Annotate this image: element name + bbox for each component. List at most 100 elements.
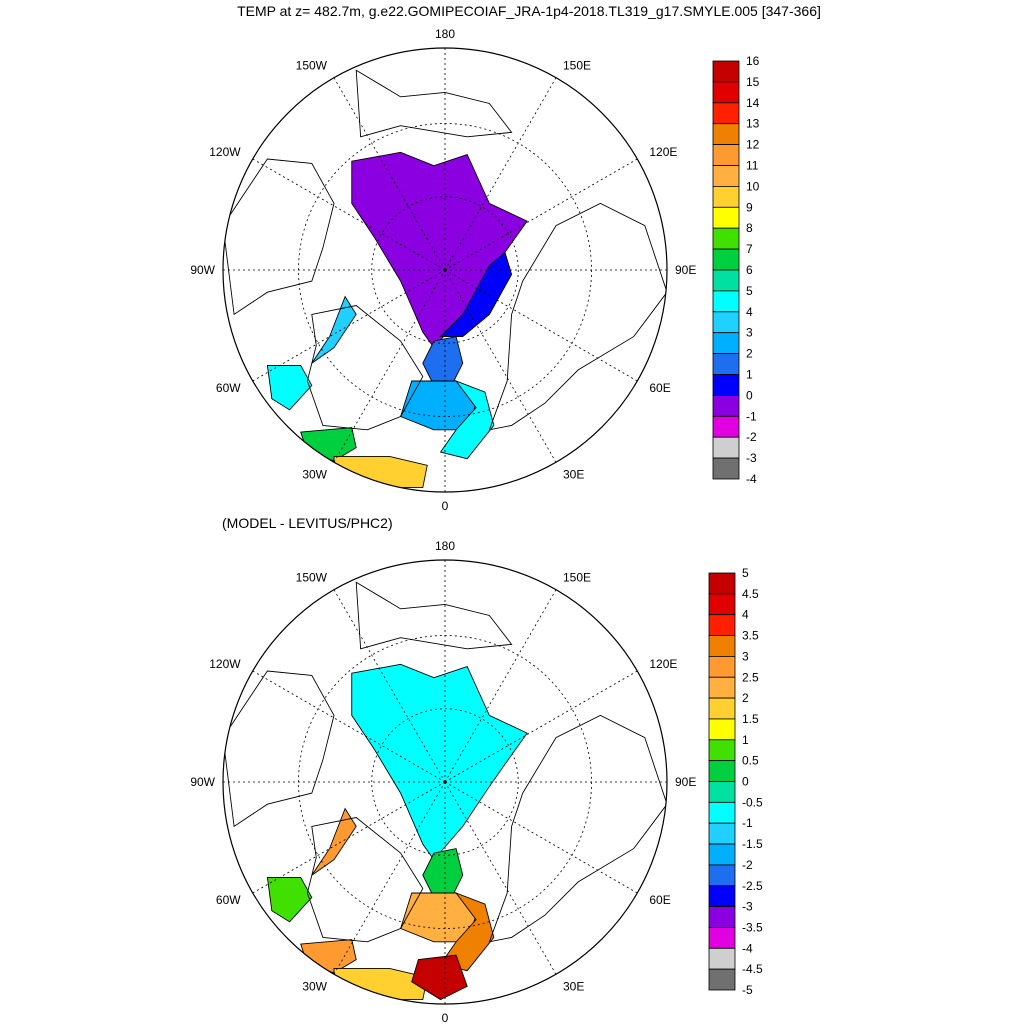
colorbar-tick-label: 7 [746, 242, 753, 256]
colorbar-swatch [712, 415, 740, 438]
colorbar-tick-label: 3 [742, 649, 749, 663]
coastline [223, 670, 335, 828]
longitude-label: 120E [649, 145, 677, 159]
colorbar-tick-label: 3.5 [742, 629, 759, 643]
colorbar-tick-label: 9 [746, 200, 753, 214]
region-fram-strait [422, 848, 464, 894]
longitude-label: 60W [216, 893, 241, 907]
colorbar-tick-label: -5 [742, 983, 753, 997]
meridian-line [444, 158, 638, 271]
coastline [355, 69, 513, 138]
longitude-label: 150E [563, 59, 591, 73]
region-central-arctic [351, 151, 528, 349]
colorbar-swatch [708, 968, 736, 991]
map-boundary [222, 47, 668, 493]
colorbar-swatch [708, 801, 736, 824]
colorbar-tick-label: 5 [746, 284, 753, 298]
meridian-line [444, 269, 638, 382]
colorbar-tick-label: 3 [746, 326, 753, 340]
longitude-label: 150E [563, 571, 591, 585]
colorbar-tick-label: 1.5 [742, 712, 759, 726]
ocean-regions [266, 663, 528, 1001]
longitude-label: 30W [302, 979, 327, 993]
meridian-line [333, 269, 446, 463]
colorbar-swatch [708, 864, 736, 887]
colorbar-swatch [712, 269, 740, 292]
colorbar-swatch [712, 227, 740, 250]
colorbar-swatch [708, 718, 736, 741]
region-baffin-bay [311, 295, 357, 364]
colorbar-tick-label: 15 [746, 75, 760, 89]
colorbar-tick-label: 0 [742, 775, 749, 789]
longitude-label: 60E [649, 381, 670, 395]
colorbar-tick-label: 2.5 [742, 670, 759, 684]
colorbar-swatch [708, 635, 736, 657]
colorbar-swatch [712, 394, 740, 417]
colorbar-swatch [712, 311, 740, 334]
region-labrador-sea [266, 877, 313, 923]
colorbar-swatch [712, 123, 740, 145]
longitude-label: 90W [190, 775, 215, 789]
colorbar-swatch [708, 739, 736, 762]
colorbar-tick-label: -3.5 [742, 920, 763, 934]
coastline [355, 581, 513, 650]
colorbar-swatch [708, 572, 736, 595]
colorbar-tick-label: 1 [742, 733, 749, 747]
longitude-label: 30W [302, 467, 327, 481]
longitude-label: 120W [209, 145, 241, 159]
colorbar-tick-label: -2 [742, 858, 753, 872]
colorbar-swatch [712, 248, 740, 271]
region-baffin-bay [311, 807, 357, 876]
colorbar-swatch [712, 165, 740, 187]
colorbar-tick-label: -1 [746, 409, 757, 423]
colorbar-tick-label: -3 [746, 451, 757, 465]
coastline [223, 158, 335, 316]
colorbar-swatch [712, 457, 740, 480]
latitude-circle [371, 708, 519, 856]
ocean-regions [266, 151, 528, 489]
colorbar-tick-label: -0.5 [742, 795, 763, 809]
region-labrador-sea [266, 365, 313, 411]
colorbar-swatch [712, 374, 740, 396]
longitude-label: 90E [675, 775, 696, 789]
longitude-label: 30E [563, 979, 584, 993]
meridian-line [333, 589, 446, 783]
colorbar-swatch [708, 843, 736, 866]
colorbar-swatch [712, 81, 740, 104]
colorbar-tick-label: 1 [746, 368, 753, 382]
coastline [488, 714, 667, 943]
colorbar-tick-label: 11 [746, 159, 759, 173]
colorbar-swatch [708, 656, 736, 678]
colorbar-tick-label: 4 [746, 305, 753, 319]
colorbar-tick-label: -3 [742, 900, 753, 914]
meridian-line [333, 77, 446, 271]
longitude-label: 60W [216, 381, 241, 395]
coastlines [223, 69, 667, 431]
longitude-label: 150W [296, 571, 328, 585]
colorbar-tick-label: 10 [746, 179, 760, 193]
meridian-line [444, 670, 638, 783]
coastline [306, 817, 424, 943]
colorbar-swatch [712, 353, 740, 375]
longitude-label: 120E [649, 657, 677, 671]
colorbar-tick-label: 4 [742, 608, 749, 622]
colorbar-tick-label: 6 [746, 263, 753, 277]
panel-subtitle: (MODEL - LEVITUS/PHC2) [222, 515, 393, 531]
colorbar-tick-label: 5 [742, 566, 749, 580]
colorbar-swatch [712, 185, 740, 208]
colorbar-tick-label: 2 [746, 347, 753, 361]
colorbar-swatch [712, 206, 740, 229]
meridian-line [333, 781, 446, 975]
meridian-line [444, 781, 557, 975]
coastlines [223, 581, 667, 943]
colorbar-tick-label: 4.5 [742, 587, 759, 601]
colorbar-swatch [708, 906, 736, 928]
colorbar-tick-label: 12 [746, 138, 760, 152]
colorbar-swatch [712, 436, 740, 459]
longitude-label: 0 [442, 1011, 449, 1024]
colorbar-tick-label: 13 [746, 117, 760, 131]
map-area [223, 581, 667, 1001]
colorbar-swatch [708, 947, 736, 970]
